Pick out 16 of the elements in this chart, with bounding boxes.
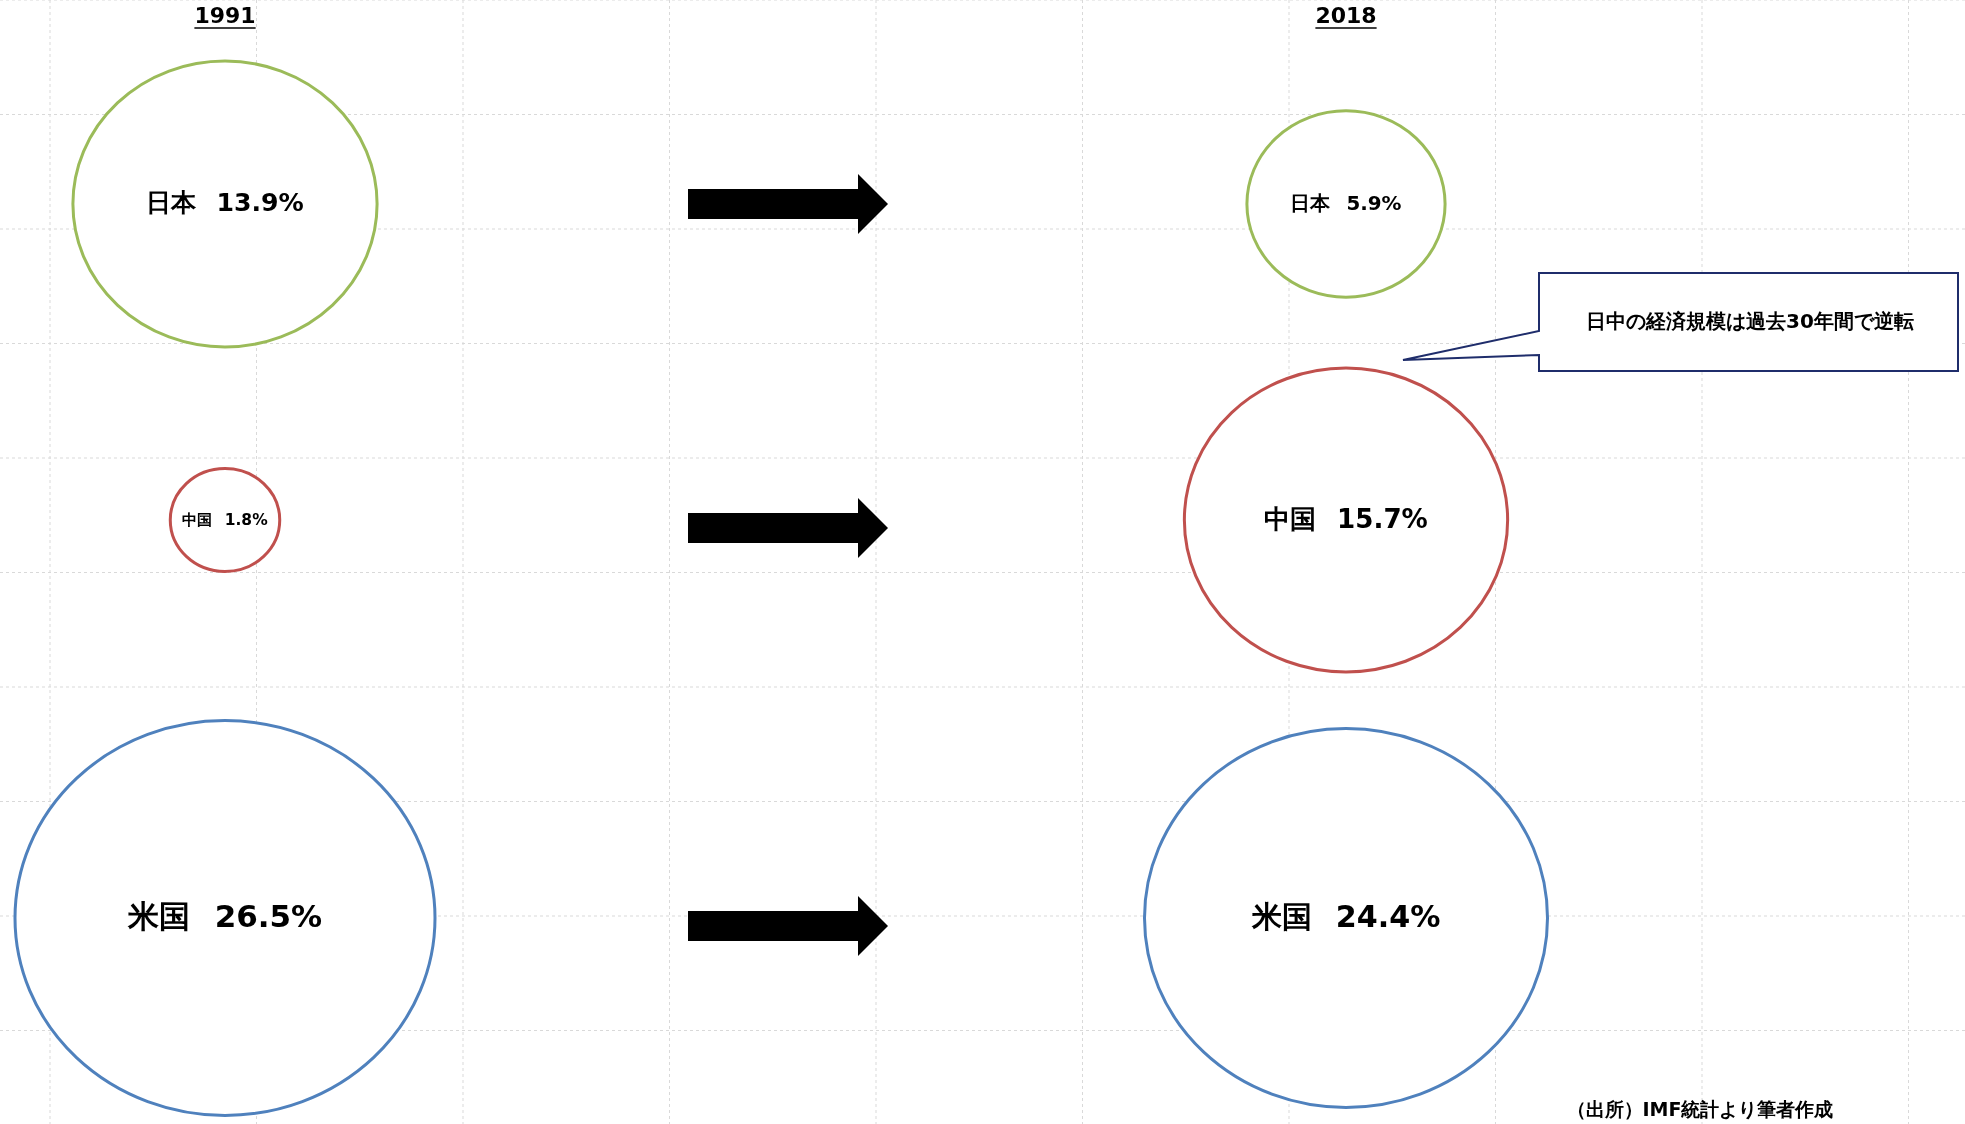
text: 日中の経済規模は過去30年間で逆転 bbox=[1586, 308, 1914, 333]
data-label: 26.5% bbox=[214, 897, 323, 934]
series-label: 日本 bbox=[1290, 191, 1332, 215]
text: 米国 bbox=[127, 897, 190, 934]
data-label: 15.7% bbox=[1337, 503, 1428, 534]
series-label: 中国 bbox=[182, 510, 213, 529]
series-label: 米国 bbox=[1250, 898, 1312, 934]
data-label: 24.4% bbox=[1335, 898, 1441, 934]
category-label: 2018 bbox=[1315, 3, 1377, 28]
text: 中国 bbox=[1264, 503, 1317, 534]
text: 日本 bbox=[146, 188, 197, 217]
text: （出所）IMF統計より筆者作成 bbox=[1566, 1097, 1834, 1120]
category-label: 1991 bbox=[194, 3, 256, 28]
data-label: 13.9% bbox=[216, 188, 304, 217]
data-label: 1.8% bbox=[224, 510, 269, 529]
data-label: 5.9% bbox=[1346, 191, 1402, 215]
